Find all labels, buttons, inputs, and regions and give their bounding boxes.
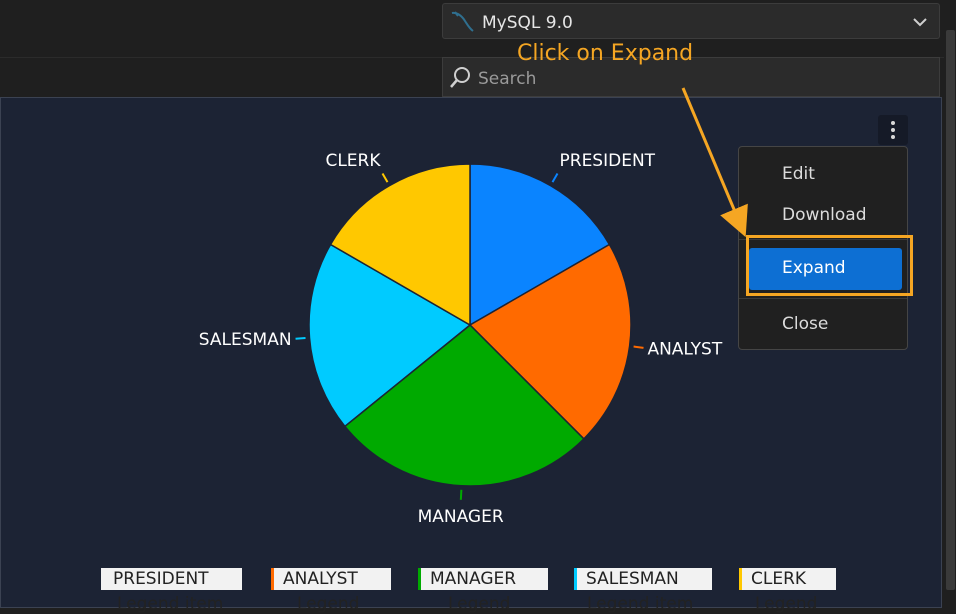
pie-slice-analyst[interactable]	[468, 243, 632, 440]
legend-swatch	[418, 568, 421, 590]
pie-label-salesman: SALESMAN	[199, 330, 292, 350]
legend-label: MANAGER	[430, 569, 517, 589]
more-options-button[interactable]	[878, 115, 908, 145]
scrollbar-thumb[interactable]	[946, 30, 955, 590]
chevron-down-icon	[913, 18, 927, 27]
context-menu: Edit Download Expand Close	[738, 146, 908, 350]
database-selector[interactable]: MySQL 9.0	[442, 3, 940, 39]
pie-slice-manager[interactable]	[343, 323, 585, 487]
search-input[interactable]: Search	[442, 57, 940, 97]
menu-item-expand[interactable]: Expand	[749, 248, 902, 290]
legend-item-clerk[interactable]: CLERK	[739, 568, 836, 590]
dolphin-icon	[451, 11, 474, 32]
annotation-callout: Click on Expand	[517, 41, 694, 66]
pie-label-connector	[459, 489, 463, 500]
menu-item-download[interactable]: Download	[782, 205, 867, 225]
pie-slice-clerk[interactable]	[329, 163, 471, 327]
menu-divider	[739, 239, 907, 240]
pie-label-manager: MANAGER	[418, 507, 504, 527]
menu-item-close[interactable]: Close	[782, 314, 829, 334]
database-selector-label: MySQL 9.0	[482, 13, 573, 33]
legend-item-analyst[interactable]: ANALYST	[271, 568, 391, 590]
pie-label-analyst: ANALYST	[647, 339, 722, 359]
pie-slice-salesman[interactable]	[308, 243, 472, 428]
pie-label-connector	[295, 336, 306, 340]
legend-swatch	[574, 568, 577, 590]
pie-label-connector	[551, 172, 559, 183]
legend-item-manager[interactable]: MANAGER	[418, 568, 548, 590]
pie-label-clerk: CLERK	[325, 151, 381, 171]
pie-label-connector	[381, 172, 389, 183]
menu-divider	[739, 298, 907, 299]
menu-item-expand-label: Expand	[782, 258, 846, 278]
legend-label: SALESMAN	[586, 569, 679, 589]
pie-chart: PRESIDENT ANALYST MANAGER SALESMAN CLERK	[199, 151, 723, 527]
search-icon	[450, 67, 470, 88]
pie-label-president: PRESIDENT	[560, 151, 656, 171]
expand-highlight-box	[746, 235, 913, 296]
pie-label-connector	[633, 345, 644, 349]
kebab-dot	[891, 135, 895, 139]
pie-slice-president[interactable]	[469, 163, 611, 327]
legend-label: PRESIDENT	[113, 569, 209, 589]
search-placeholder: Search	[478, 69, 537, 89]
legend-label: CLERK	[751, 569, 807, 589]
legend-item-president[interactable]: PRESIDENT	[101, 568, 242, 590]
legend-swatch	[271, 568, 274, 590]
legend-item-salesman[interactable]: SALESMAN	[574, 568, 712, 590]
legend-swatch	[739, 568, 742, 590]
legend-label: ANALYST	[283, 569, 358, 589]
kebab-dot	[891, 121, 895, 125]
menu-item-edit[interactable]: Edit	[782, 164, 815, 184]
kebab-dot	[891, 128, 895, 132]
